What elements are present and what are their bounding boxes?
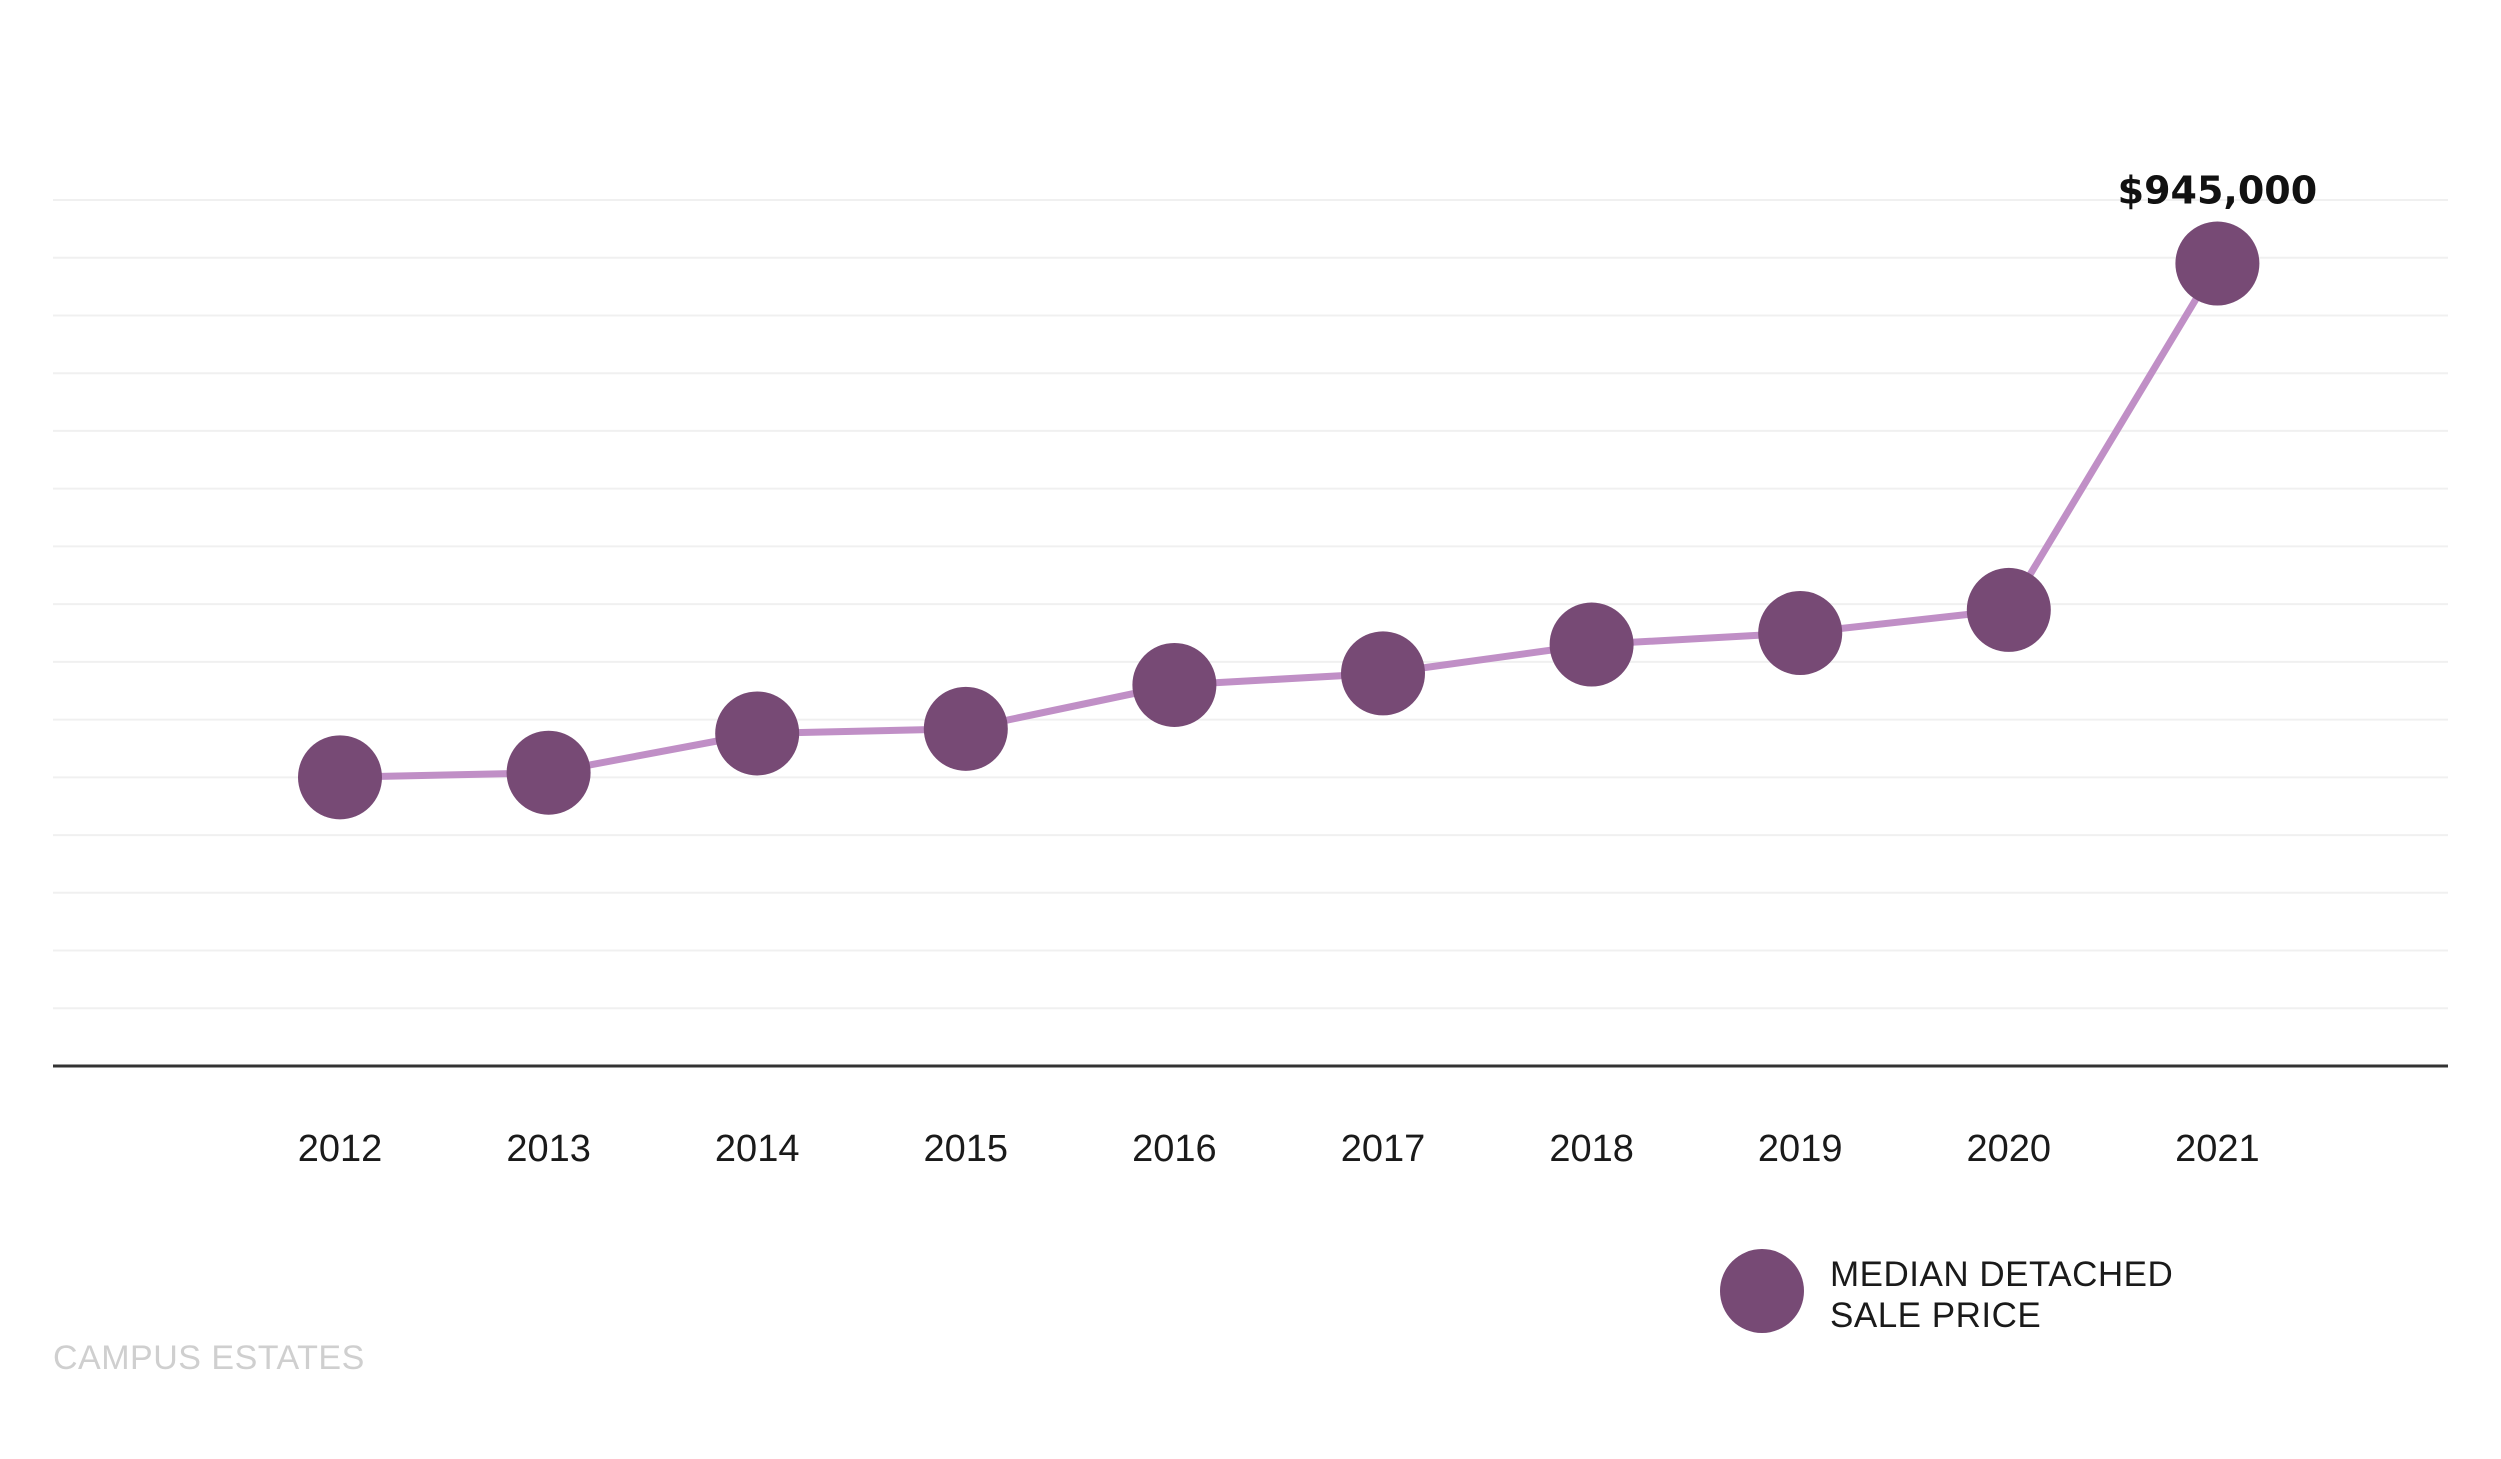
data-point-2021 [2175,221,2260,306]
brand-watermark: CAMPUS ESTATES [53,1339,365,1377]
data-point-2020 [1966,567,2051,652]
x-tick-label-2018: 2018 [1549,1128,1634,1170]
x-tick-label-2012: 2012 [298,1128,383,1170]
x-tick-label-2020: 2020 [1967,1128,2052,1170]
x-tick-label-2021: 2021 [2175,1128,2260,1170]
data-point-2014 [715,691,800,776]
x-tick-label-2015: 2015 [924,1128,1009,1170]
x-tick-label-2019: 2019 [1758,1128,1843,1170]
gridlines [53,199,2448,1010]
data-markers [298,221,2260,820]
series-line [339,261,2221,781]
data-point-2012 [298,735,382,820]
legend-label-line2: SALE PRICE [1830,1296,2041,1335]
x-tick-label-2014: 2014 [715,1128,800,1170]
legend-marker [1720,1249,1804,1333]
data-point-2018 [1549,602,1634,687]
data-point-2016 [1132,642,1217,727]
x-tick-label-2016: 2016 [1132,1128,1217,1170]
legend: MEDIAN DETACHED SALE PRICE [1720,1249,2173,1335]
data-point-2013 [506,730,591,815]
data-label-2021: $945,000 [2118,169,2318,213]
data-point-2019 [1758,591,1843,675]
data-point-2015 [923,686,1008,771]
legend-label-line1: MEDIAN DETACHED [1830,1255,2173,1294]
data-point-2017 [1341,631,1425,716]
annotations: $945,000 [2118,169,2318,213]
x-tick-label-2013: 2013 [506,1128,591,1170]
x-tick-label-2017: 2017 [1341,1128,1426,1170]
x-axis-ticks: 2012 2013 2014 2015 2016 2017 2018 2019 2020 2021 [298,1128,2260,1170]
